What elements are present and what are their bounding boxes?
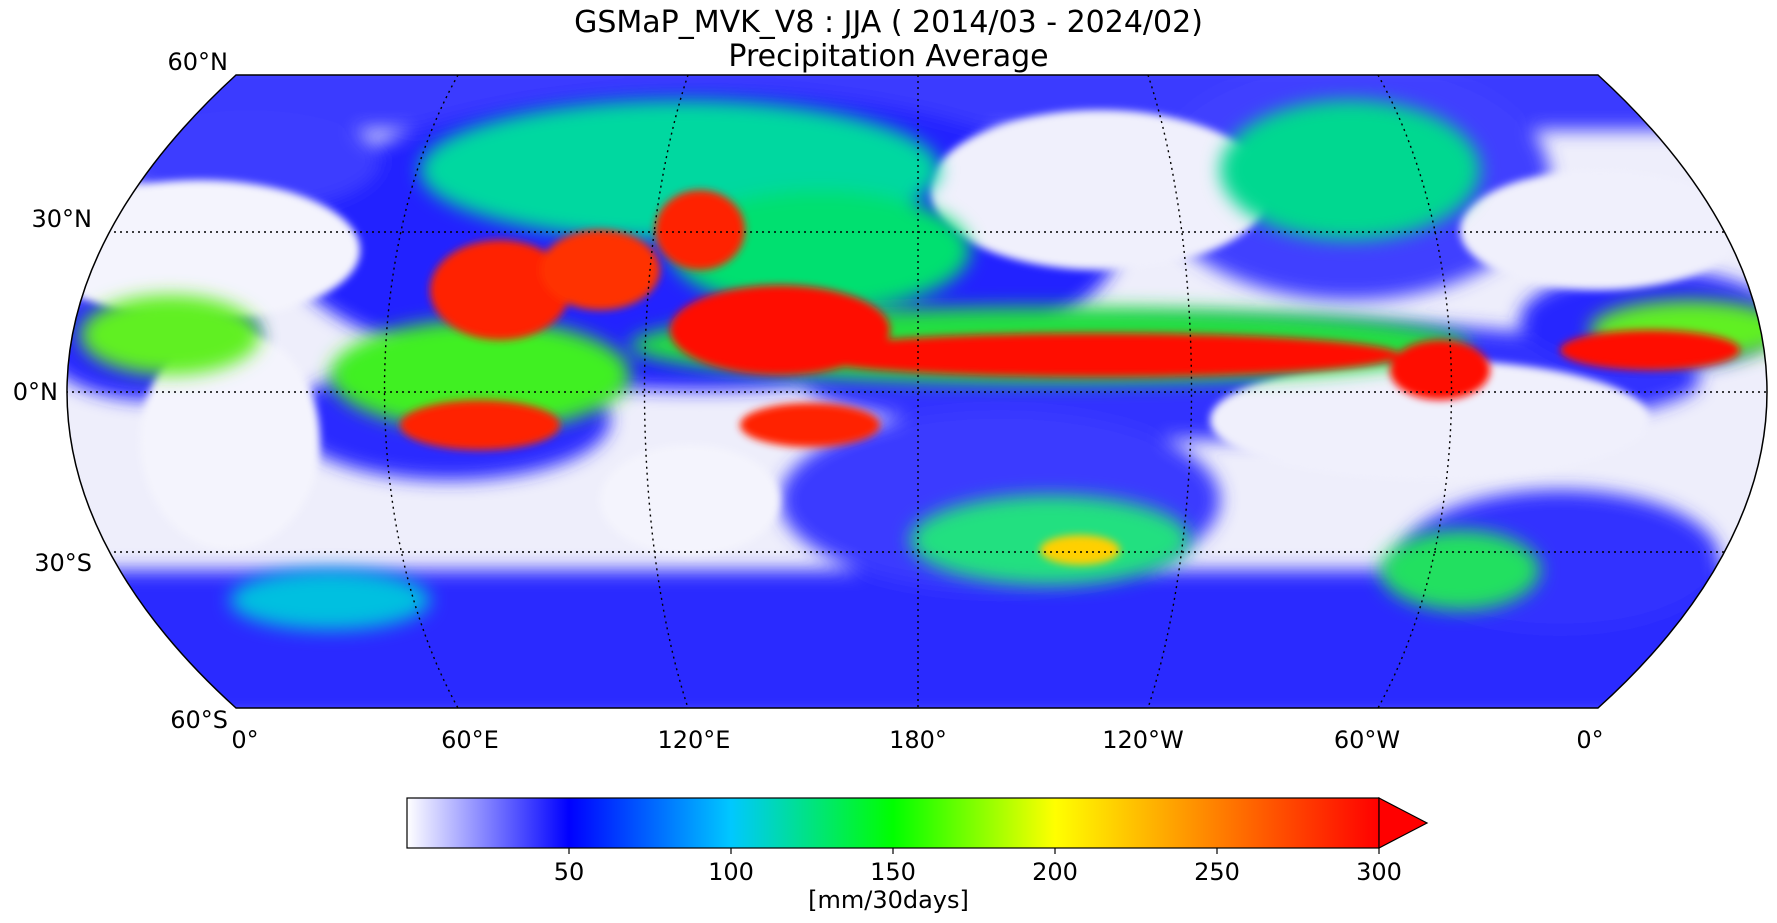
colorbar-tick-label: 200 xyxy=(1032,858,1078,886)
colorbar-tick-label: 300 xyxy=(1356,858,1402,886)
map-subtitle: Precipitation Average xyxy=(728,39,1049,74)
colorbar-tick-label: 100 xyxy=(708,858,754,886)
lon-label-120e: 120°E xyxy=(657,726,731,754)
colorbar-tick-label: 250 xyxy=(1194,858,1240,886)
lat-label-30n: 30°N xyxy=(31,205,93,233)
dry-land-layer xyxy=(67,110,1740,555)
graticule xyxy=(67,75,1767,708)
lat-label-0n: 0°N xyxy=(12,378,58,406)
lon-label-120w: 120°W xyxy=(1102,726,1184,754)
lat-label-60n: 60°N xyxy=(167,48,229,76)
map-body xyxy=(67,75,1767,708)
lon-label-60w: 60°W xyxy=(1333,726,1401,754)
map-title: GSMaP_MVK_V8 : JJA ( 2014/03 - 2024/02) xyxy=(574,5,1203,40)
colorbar-ticks xyxy=(568,848,1380,854)
lon-label-60e: 60°E xyxy=(441,726,499,754)
colorbar-tick-label: 150 xyxy=(870,858,916,886)
colorbar-unit-label: [mm/30days] xyxy=(808,886,969,914)
lat-label-30s: 30°S xyxy=(34,549,92,577)
colorbar-bar xyxy=(406,797,1380,849)
colorbar-tick-label: 50 xyxy=(553,858,585,886)
precip-red-layer xyxy=(400,190,1740,565)
lat-label-60s: 60°S xyxy=(170,706,228,734)
colorbar-extend-arrow xyxy=(1378,797,1429,849)
lon-label-0: 0° xyxy=(231,726,259,754)
map-outline xyxy=(66,74,1768,709)
lon-label-0-east: 0° xyxy=(1576,726,1604,754)
lon-label-180: 180° xyxy=(889,726,947,754)
